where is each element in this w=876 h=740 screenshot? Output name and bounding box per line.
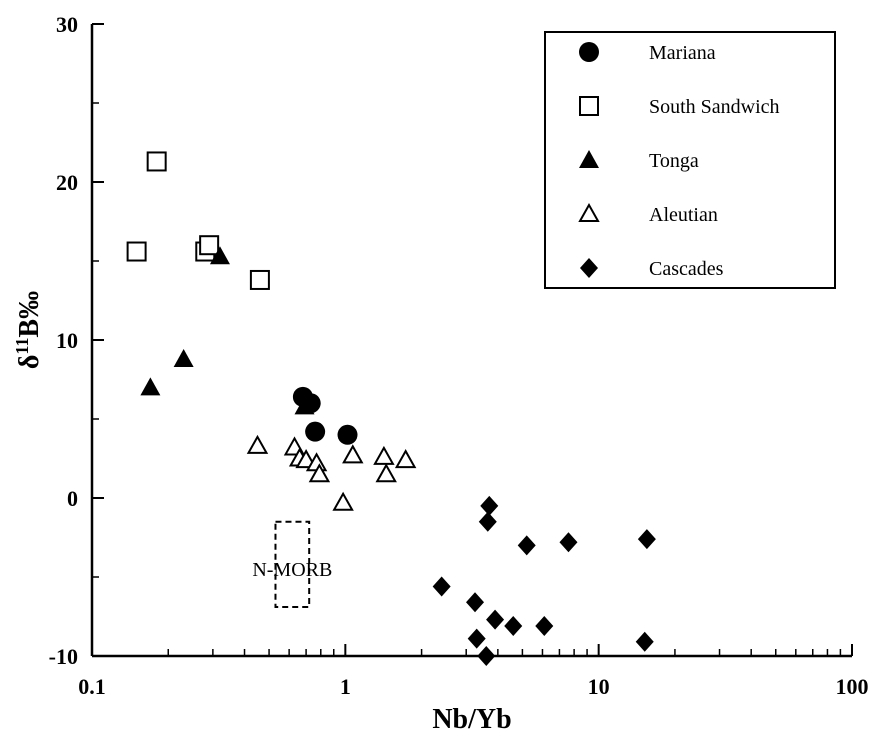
tonga-point xyxy=(209,246,230,265)
cascades-point xyxy=(466,592,485,613)
y-axis-title-delta: δ xyxy=(14,355,45,370)
aleutian-point xyxy=(308,463,331,483)
y-tick-label: 0 xyxy=(67,486,78,511)
south-sandwich-point xyxy=(199,235,220,256)
mariana-point xyxy=(305,421,326,442)
cascades-point xyxy=(535,615,554,636)
legend-marker-aleutian xyxy=(578,202,600,222)
aleutian-point xyxy=(342,444,364,464)
tonga-point xyxy=(294,396,315,415)
legend: Mariana South Sandwich Tonga Aleutian Cascad… xyxy=(544,31,836,289)
n-morb-box xyxy=(274,520,311,609)
legend-marker-mariana xyxy=(579,42,599,62)
cascades-point xyxy=(477,646,496,666)
legend-marker-south-sandwich xyxy=(579,96,599,116)
aleutian-point xyxy=(394,449,417,469)
x-tick-label: 10 xyxy=(588,674,610,699)
aleutian-point xyxy=(246,434,269,454)
y-tick-label: -10 xyxy=(49,644,78,669)
legend-label-aleutian: Aleutian xyxy=(649,204,718,226)
annotation-layer: N-MORB xyxy=(252,520,332,609)
y-tick-label: 10 xyxy=(56,328,78,353)
cascades-point xyxy=(559,532,578,553)
cascades-point xyxy=(432,576,451,597)
legend-marker-cascades xyxy=(580,258,598,278)
x-axis-title: Nb/Yb xyxy=(432,704,511,735)
cascades-point xyxy=(480,495,499,516)
n-morb-label: N-MORB xyxy=(252,559,332,581)
data-points xyxy=(126,151,656,666)
south-sandwich-point xyxy=(126,241,147,262)
aleutian-point xyxy=(332,491,354,511)
cascades-point xyxy=(637,529,656,550)
cascades-point xyxy=(635,631,654,652)
tonga-point xyxy=(173,348,194,367)
tonga-point xyxy=(140,377,161,396)
south-sandwich-point xyxy=(249,269,270,290)
cascades-point xyxy=(467,628,486,649)
x-tick-label: 0.1 xyxy=(78,674,106,699)
legend-label-tonga: Tonga xyxy=(649,150,699,172)
south-sandwich-point xyxy=(146,151,167,172)
legend-label-mariana: Mariana xyxy=(649,42,716,64)
x-tick-label: 1 xyxy=(340,674,351,699)
cascades-point xyxy=(478,511,497,532)
y-axis-title-superscript: 11 xyxy=(12,338,32,355)
legend-marker-tonga xyxy=(579,150,599,168)
legend-label-cascades: Cascades xyxy=(649,258,724,280)
y-axis-title-rest: B‰ xyxy=(14,291,45,338)
mariana-point xyxy=(337,424,358,445)
legend-label-south-sandwich: South Sandwich xyxy=(649,96,780,118)
cascades-point xyxy=(517,535,536,556)
aleutian-point xyxy=(373,445,395,465)
y-tick-label: 20 xyxy=(56,170,78,195)
aleutian-point xyxy=(375,463,397,483)
x-tick-label: 100 xyxy=(836,674,869,699)
cascades-point xyxy=(504,615,523,636)
y-axis-title: δ11B‰ xyxy=(12,291,45,369)
y-tick-label: 30 xyxy=(56,12,78,37)
cascades-point xyxy=(486,609,505,630)
